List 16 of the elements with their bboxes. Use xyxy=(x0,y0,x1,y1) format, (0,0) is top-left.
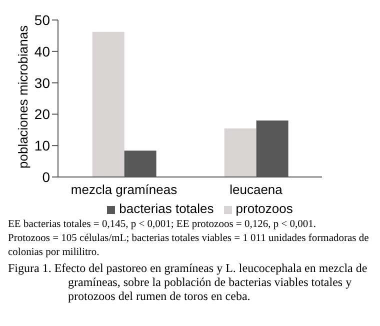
y-tick-label: 20 xyxy=(34,106,50,122)
text: Protozoos = 105 células/mL; bacterias totales viables = 1 011 unidades formadoras de colonias por mililitro. xyxy=(8,232,370,260)
legend-label: bacterias totales xyxy=(119,201,214,216)
x-tick-label: leucaena xyxy=(230,182,284,198)
y-tick-label: 10 xyxy=(34,138,50,154)
y-tick-label: 50 xyxy=(34,12,50,28)
y-axis-title: poblaciones microbianas xyxy=(16,24,31,168)
y-tick-label: 30 xyxy=(34,74,50,91)
y-tick-label: 40 xyxy=(34,43,50,60)
bar xyxy=(224,128,256,177)
text: EE bacterias totales = 0,145, p < 0,001; EE protozoos = 0,126, p < 0,001. xyxy=(8,218,318,232)
text: Figura 1. Efecto del pastoreo en gramíneas y L. leucocephala en mezcla de gramíneas, sobre la población de bacterias viables totales y protozoos del rumen de toros en ceba. xyxy=(8,261,368,303)
y-tick-label: 0 xyxy=(42,168,50,185)
bar xyxy=(92,32,124,177)
x-tick-label: mezcla gramíneas xyxy=(70,182,178,198)
legend-label: protozoos xyxy=(236,201,293,216)
